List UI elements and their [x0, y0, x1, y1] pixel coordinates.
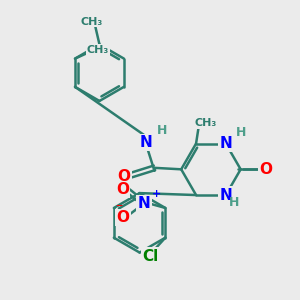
- Text: O: O: [259, 162, 272, 177]
- Text: H: H: [229, 196, 239, 209]
- Text: H: H: [236, 126, 247, 139]
- Text: O: O: [116, 182, 129, 197]
- Text: N: N: [219, 188, 232, 202]
- Text: ⁻: ⁻: [116, 200, 123, 214]
- Text: CH₃: CH₃: [87, 45, 109, 55]
- Text: N: N: [139, 135, 152, 150]
- Text: N: N: [219, 136, 232, 151]
- Text: Cl: Cl: [142, 249, 158, 264]
- Text: N: N: [138, 196, 150, 211]
- Text: CH₃: CH₃: [81, 16, 103, 27]
- Text: H: H: [157, 124, 167, 137]
- Text: O: O: [118, 169, 130, 184]
- Text: O: O: [117, 210, 130, 225]
- Text: CH₃: CH₃: [194, 118, 217, 128]
- Text: +: +: [152, 189, 161, 199]
